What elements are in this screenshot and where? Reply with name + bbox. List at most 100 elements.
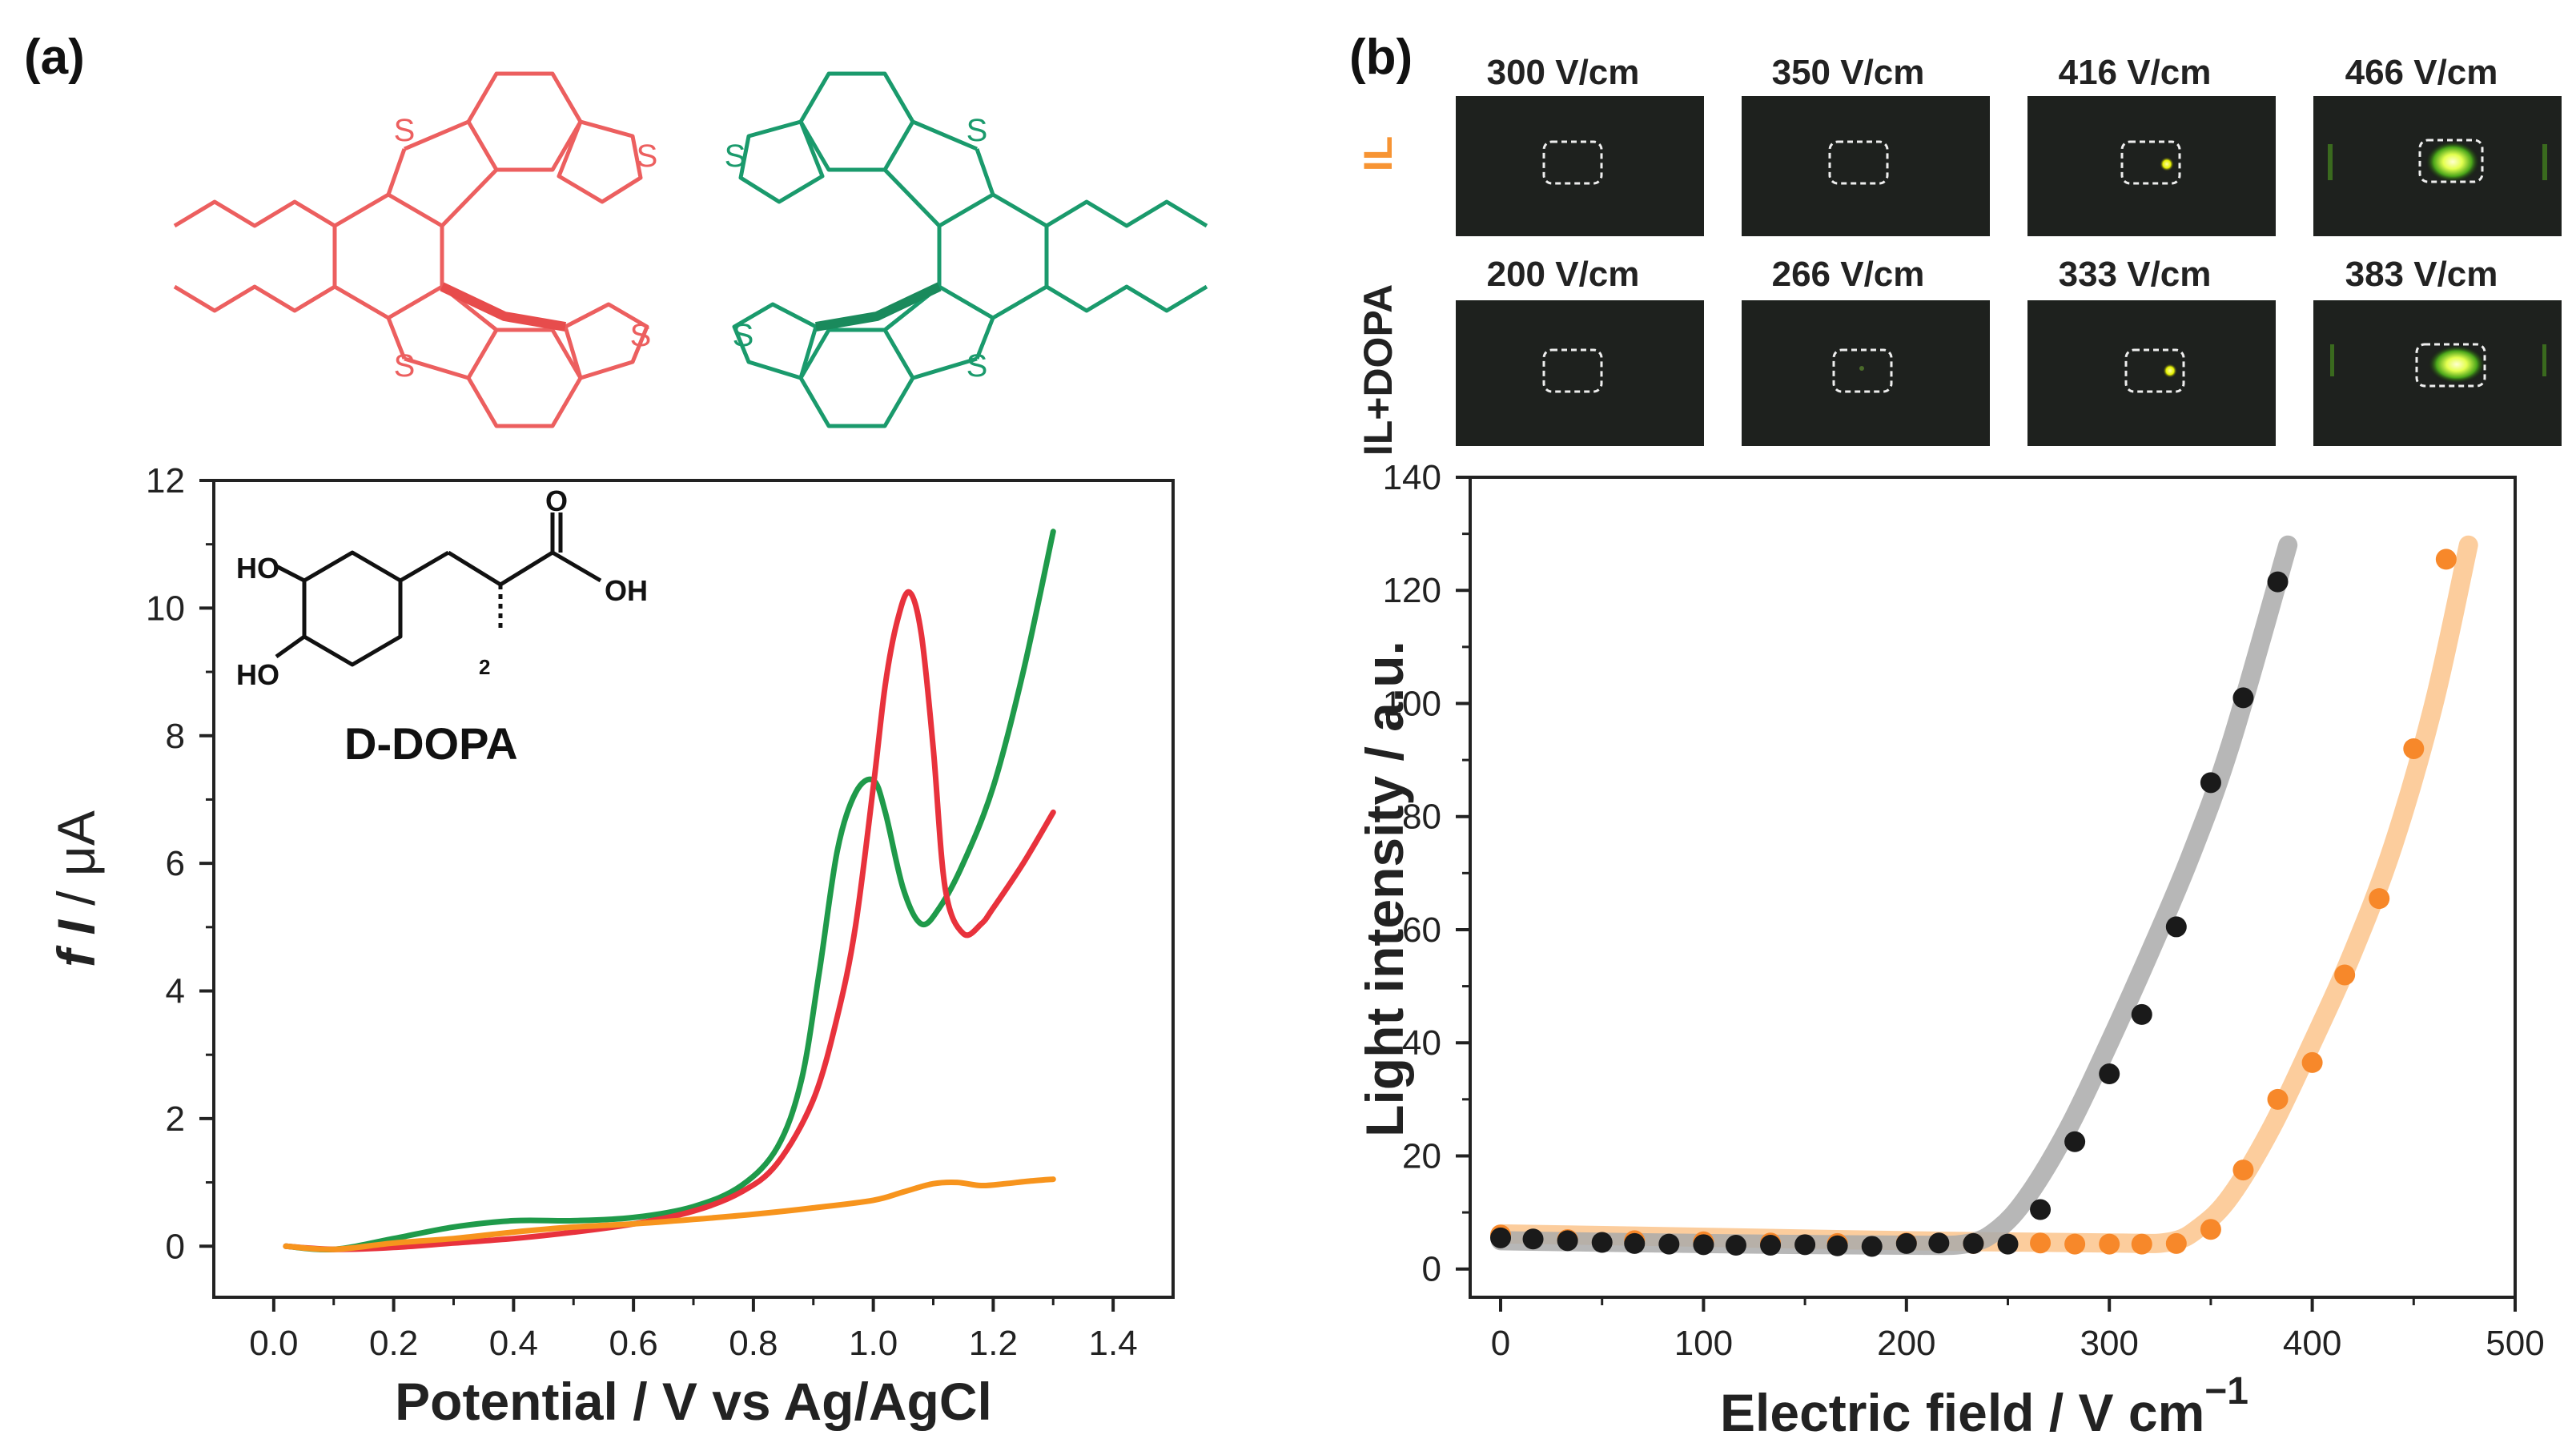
chart-a-ticks: 0.0 0.2 0.4 0.6 0.8 1.0 1.2 1.4 0 2 4 6 8 10 12: [146, 461, 1138, 1363]
data-point-il-dopa: [1522, 1228, 1544, 1250]
chart-b-y-tick-label: 100: [1383, 684, 1441, 723]
green-central-benzene: [937, 192, 1049, 320]
green-upper-thiophene: [738, 119, 825, 204]
il-dopa-image-4: [2313, 300, 2562, 446]
green-s-bottom: S: [967, 348, 988, 384]
red-s-thio1: S: [637, 139, 658, 174]
data-point-il-dopa: [2232, 687, 2254, 709]
chart-a-ylabel-rest: / μA: [46, 810, 106, 920]
red-central-benzene: [332, 192, 444, 320]
chart-b-y-tick-label: 20: [1402, 1136, 1441, 1176]
panel-b-label: (b): [1349, 30, 1413, 85]
green-propyl-2: [1045, 284, 1208, 313]
data-point-il: [2334, 964, 2356, 986]
data-point-il: [2099, 1233, 2120, 1255]
dopa-oh: OH: [605, 574, 648, 607]
green-helicene-structure: [732, 71, 1208, 428]
green-s-thio2: S: [733, 318, 754, 353]
chart-a-y-tick-label: 10: [146, 589, 185, 628]
chart-a-y-tick-label: 8: [166, 717, 185, 756]
data-point-il: [2267, 1088, 2289, 1110]
chart-a-frame: [212, 479, 1175, 1299]
data-point-il-dopa: [1827, 1235, 1848, 1256]
il-dopa-image-1: [1456, 300, 1704, 446]
data-point-il: [2369, 888, 2390, 910]
chart-a-x-tick-label: 0.4: [489, 1324, 538, 1363]
row-label-il-dopa: IL+DOPA: [1356, 284, 1401, 456]
dopa-nh-sub: 2: [479, 655, 490, 679]
panel-a-label: (a): [24, 30, 85, 85]
il-dopa-image-3: [2027, 300, 2276, 446]
data-point-il: [2435, 549, 2457, 570]
il-field-4: 466 V/cm: [2345, 53, 2498, 92]
red-propyl-2: [173, 284, 336, 313]
il-dopa-field-2: 266 V/cm: [1772, 255, 1925, 294]
data-point-il: [2030, 1232, 2052, 1254]
chart-a-y-tick-label: 12: [146, 461, 185, 500]
green-s-top: S: [967, 113, 988, 148]
data-point-il: [2403, 738, 2425, 759]
il-field-1: 300 V/cm: [1487, 53, 1640, 92]
chart-b-series: [1490, 535, 2478, 1257]
chart-a-x-tick-label: 0.6: [609, 1324, 658, 1363]
chart-b-x-tick-label: 500: [2486, 1324, 2544, 1363]
chart-a-y-tick-label: 0: [166, 1227, 185, 1266]
data-point-il: [2301, 1051, 2323, 1073]
chart-b-xlabel-main: Electric field / V cm: [1720, 1383, 2204, 1442]
red-lower-benzene: [466, 328, 583, 428]
series-line-orange: [283, 1176, 1056, 1252]
dopa-o: O: [545, 484, 568, 517]
dopa-name: D-DOPA: [344, 718, 518, 769]
fit-line-il: [1491, 535, 2478, 1253]
il-image-row: [1456, 96, 2562, 236]
chart-b-x-tick-label: 100: [1674, 1324, 1733, 1363]
series-line-green: [283, 529, 1056, 1253]
series-line-red: [283, 589, 1056, 1252]
data-point-il-dopa: [2030, 1199, 2052, 1220]
red-s-bottom: S: [394, 348, 416, 384]
chart-a-x-tick-label: 1.4: [1089, 1324, 1138, 1363]
chart-a-series: [283, 529, 1056, 1253]
dopa-structure: [275, 512, 602, 667]
il-dopa-field-1: 200 V/cm: [1487, 255, 1640, 294]
chart-a-y-tick-label: 6: [166, 844, 185, 883]
data-point-il-dopa: [2165, 916, 2187, 938]
il-dopa-field-3: 333 V/cm: [2059, 255, 2212, 294]
il-image-4: [2313, 96, 2562, 236]
green-s-thio1: S: [725, 139, 746, 174]
red-upper-thiophene: [557, 119, 643, 204]
chart-b-x-tick-label: 300: [2080, 1324, 2138, 1363]
red-upper-benzene: [466, 71, 583, 172]
data-point-il-dopa: [1624, 1232, 1646, 1254]
data-point-il-dopa: [1794, 1234, 1816, 1256]
chart-a-x-tick-label: 0.0: [249, 1324, 298, 1363]
chart-a: 0.0 0.2 0.4 0.6 0.8 1.0 1.2 1.4 0 2 4 6 8 10 12 Potent…: [46, 461, 1175, 1431]
red-bold-bond: [440, 282, 567, 332]
chart-a-ylabel-italic: f I: [46, 919, 106, 967]
il-dopa-field-4: 383 V/cm: [2345, 255, 2498, 294]
chart-b-ylabel: Light intensity / a.u.: [1355, 641, 1414, 1137]
dopa-ho-bottom: HO: [236, 658, 279, 691]
chart-b-y-tick-label: 80: [1402, 798, 1441, 837]
chart-a-x-tick-label: 0.2: [369, 1324, 418, 1363]
data-point-il-dopa: [2131, 1003, 2152, 1025]
data-point-il-dopa: [1591, 1232, 1613, 1253]
chart-a-x-tick-label: 0.8: [729, 1324, 778, 1363]
chart-b-xlabel-sup: −1: [2204, 1370, 2248, 1413]
chart-b-y-tick-label: 0: [1422, 1250, 1441, 1289]
chart-b-y-tick-label: 120: [1383, 571, 1441, 610]
chart-a-x-tick-label: 1.2: [969, 1324, 1018, 1363]
il-image-3: [2027, 96, 2276, 236]
fit-line-il-dopa: [1491, 535, 2298, 1256]
il-dopa-image-row: [1456, 300, 2562, 446]
red-s-thio2: S: [630, 318, 652, 353]
green-propyl-1: [1045, 199, 1208, 228]
chart-b-x-tick-label: 200: [1877, 1324, 1935, 1363]
data-point-il-dopa: [1658, 1233, 1680, 1255]
chart-b-frame: [1469, 476, 2517, 1299]
dopa-nh2: 2: [479, 655, 490, 679]
chart-a-xlabel: Potential / V vs Ag/AgCl: [395, 1372, 992, 1431]
chart-a-x-tick-label: 1.0: [849, 1324, 898, 1363]
data-point-il-dopa: [1693, 1234, 1714, 1256]
data-point-il-dopa: [1760, 1235, 1782, 1256]
